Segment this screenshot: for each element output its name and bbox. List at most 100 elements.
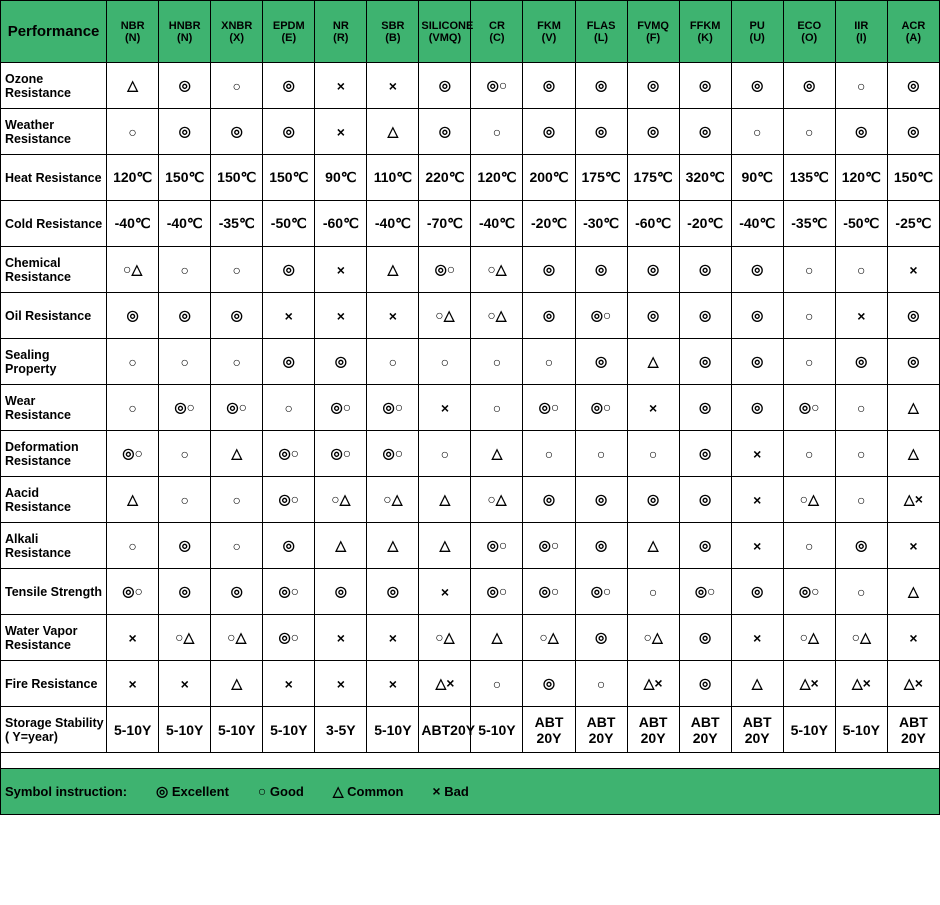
data-cell: 5-10Y [835, 707, 887, 753]
row-label: Tensile Strength [1, 569, 107, 615]
data-cell: ○ [471, 385, 523, 431]
data-cell: ○ [627, 569, 679, 615]
spacer-row [1, 753, 940, 769]
data-cell: ○△ [315, 477, 367, 523]
data-cell: ◎ [627, 293, 679, 339]
data-cell: ◎ [367, 569, 419, 615]
col-header-0: NBR(N) [107, 1, 159, 63]
row-label: Storage Stability ( Y=year) [1, 707, 107, 753]
data-cell: ○△ [471, 477, 523, 523]
data-cell: ABT20Y [419, 707, 471, 753]
data-cell: ◎○ [263, 477, 315, 523]
data-cell: × [731, 523, 783, 569]
col-name: XNBR [221, 20, 252, 32]
data-cell: 5-10Y [783, 707, 835, 753]
row-label: Heat Resistance [1, 155, 107, 201]
data-cell: ◎○ [263, 431, 315, 477]
data-cell: ○ [159, 247, 211, 293]
legend-symbol: × [432, 783, 440, 799]
col-name: NBR [121, 20, 145, 32]
data-cell: × [887, 615, 939, 661]
data-cell: ○ [523, 431, 575, 477]
data-cell: ◎ [575, 63, 627, 109]
data-cell: △× [835, 661, 887, 707]
data-cell: ◎ [887, 339, 939, 385]
data-cell: ◎ [731, 63, 783, 109]
data-cell: △× [627, 661, 679, 707]
data-cell: △ [107, 63, 159, 109]
data-cell: ◎ [679, 63, 731, 109]
row-label: Aacid Resistance [1, 477, 107, 523]
data-cell: ◎ [679, 247, 731, 293]
data-cell: × [367, 63, 419, 109]
legend-text: Good [270, 784, 304, 799]
data-cell: ABT 20Y [627, 707, 679, 753]
col-header-11: FFKM(K) [679, 1, 731, 63]
data-cell: × [315, 63, 367, 109]
data-cell: ◎ [159, 569, 211, 615]
data-cell: -40℃ [731, 201, 783, 247]
data-cell: ◎ [731, 247, 783, 293]
data-cell: × [159, 661, 211, 707]
data-cell: ◎ [315, 339, 367, 385]
table-row: Deformation Resistance◎○○△◎○◎○◎○○△○○○◎×○… [1, 431, 940, 477]
col-name: NR [333, 20, 349, 32]
data-cell: ◎ [679, 431, 731, 477]
col-header-1: HNBR(N) [159, 1, 211, 63]
col-header-15: ACR(A) [887, 1, 939, 63]
data-cell: ○△ [367, 477, 419, 523]
data-cell: × [263, 661, 315, 707]
data-cell: △ [107, 477, 159, 523]
col-header-2: XNBR(X) [211, 1, 263, 63]
data-cell: ○ [159, 431, 211, 477]
data-cell: ○ [627, 431, 679, 477]
data-cell: ○ [159, 339, 211, 385]
data-cell: △ [887, 385, 939, 431]
data-cell: ◎ [627, 63, 679, 109]
col-code: (F) [646, 32, 660, 44]
data-cell: △ [887, 431, 939, 477]
data-cell: 320℃ [679, 155, 731, 201]
data-cell: ◎ [523, 661, 575, 707]
data-cell: ◎ [523, 477, 575, 523]
col-code: (E) [281, 32, 296, 44]
data-cell: 150℃ [211, 155, 263, 201]
data-cell: ◎ [679, 385, 731, 431]
col-name: CR [489, 20, 505, 32]
col-code: (C) [489, 32, 504, 44]
data-cell: ◎ [835, 523, 887, 569]
data-cell: ○ [419, 431, 471, 477]
table-row: Fire Resistance××△×××△×○◎○△×◎△△×△×△× [1, 661, 940, 707]
table-row: Wear Resistance○◎○◎○○◎○◎○×○◎○◎○×◎◎◎○○△ [1, 385, 940, 431]
data-cell: × [731, 431, 783, 477]
header-row: Performance NBR(N)HNBR(N)XNBR(X)EPDM(E)N… [1, 1, 940, 63]
data-cell: ○ [107, 385, 159, 431]
row-label: Fire Resistance [1, 661, 107, 707]
data-cell: ○ [107, 109, 159, 155]
data-cell: △ [731, 661, 783, 707]
data-cell: ABT 20Y [887, 707, 939, 753]
col-code: (I) [856, 32, 866, 44]
data-cell: × [419, 385, 471, 431]
data-cell: ◎○ [315, 385, 367, 431]
data-cell: ◎ [783, 63, 835, 109]
table-row: Water Vapor Resistance×○△○△◎○××○△△○△◎○△◎… [1, 615, 940, 661]
data-cell: -70℃ [419, 201, 471, 247]
row-label: Wear Resistance [1, 385, 107, 431]
table-row: Oil Resistance◎◎◎×××○△○△◎◎○◎◎◎○×◎ [1, 293, 940, 339]
data-cell: ○△ [107, 247, 159, 293]
row-label: Alkali Resistance [1, 523, 107, 569]
data-cell: ◎○ [575, 385, 627, 431]
table-row: Weather Resistance○◎◎◎×△◎○◎◎◎◎○○◎◎ [1, 109, 940, 155]
data-cell: ○△ [627, 615, 679, 661]
table-row: Alkali Resistance○◎○◎△△△◎○◎○◎△◎×○◎× [1, 523, 940, 569]
row-label: Deformation Resistance [1, 431, 107, 477]
data-cell: × [315, 109, 367, 155]
legend-label: Symbol instruction: [5, 784, 127, 799]
col-name: FVMQ [637, 20, 669, 32]
data-cell: 5-10Y [367, 707, 419, 753]
data-cell: △ [887, 569, 939, 615]
data-cell: ◎ [731, 385, 783, 431]
data-cell: ◎ [159, 293, 211, 339]
data-cell: ◎ [419, 63, 471, 109]
